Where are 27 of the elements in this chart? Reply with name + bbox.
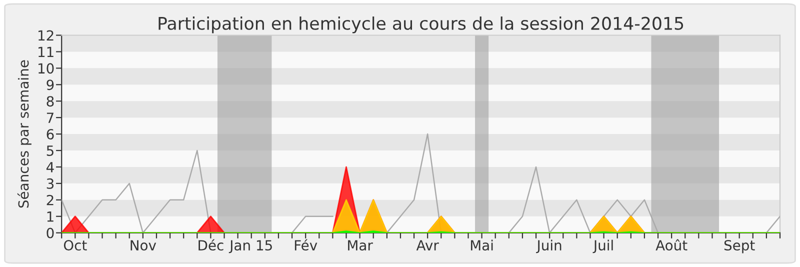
x-tick-label: Oct (64, 240, 87, 251)
x-tick-label: Jan 15 (228, 240, 272, 254)
y-tick-label: 9 (46, 80, 54, 90)
y-tick-label: 4 (46, 162, 54, 172)
x-tick-label: Avr (416, 240, 439, 250)
y-tick-label: 3 (46, 178, 54, 189)
y-tick-label: 1 (47, 212, 54, 222)
y-tick-label: 6 (46, 129, 54, 140)
y-tick-label: 7 (46, 112, 54, 123)
y-tick-label: 11 (38, 46, 54, 57)
x-tick-label: Fév (294, 239, 318, 251)
chart-title: Participation en hemicycle au cours de la session 2014-2015 (158, 16, 684, 34)
x-tick-label: Déc (198, 239, 224, 251)
y-tick-label: 0 (46, 228, 54, 238)
y-tick-label: 2 (46, 194, 54, 206)
y-tick-label: 12 (38, 30, 54, 41)
y-axis-title: Séances par semaine (17, 60, 32, 208)
y-tick-label: 10 (38, 63, 54, 74)
x-tick-label: Mai (470, 240, 493, 251)
x-tick-label: Juil (592, 240, 613, 254)
x-tick-label: Juin (536, 240, 562, 254)
x-tick-label: Nov (130, 240, 156, 251)
y-tick-label: 5 (46, 146, 54, 156)
x-tick-label: Sept (724, 240, 755, 254)
y-tick-label: 8 (46, 96, 54, 107)
x-tick-label: Août (656, 239, 688, 251)
x-tick-label: Mar (348, 240, 373, 251)
